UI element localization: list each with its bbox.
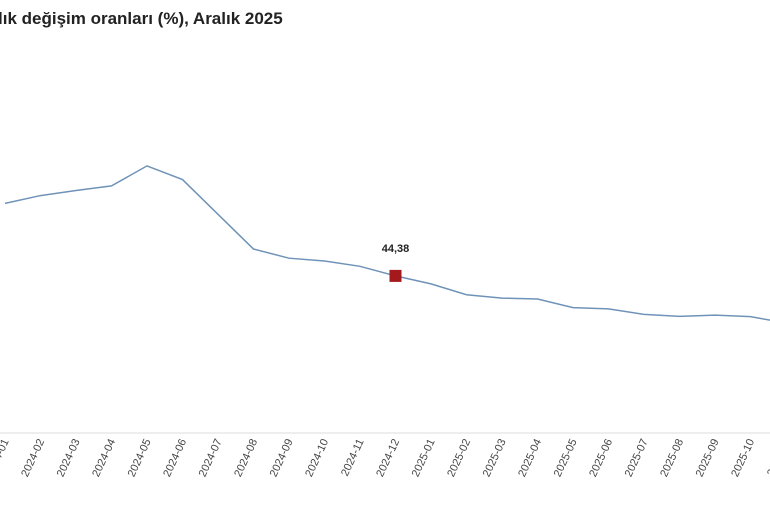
x-tick-label: 2024-10 — [303, 437, 331, 479]
x-tick-label: 2025-02 — [445, 437, 473, 479]
x-tick-label: 2025-01 — [410, 437, 438, 479]
x-tick-label: 2024-12 — [374, 437, 402, 479]
x-tick-label: 2024-02 — [19, 437, 47, 479]
plot-area: 2024-01 2024-02 2024-03 2024-04 2024-05 2024-… — [0, 165, 770, 479]
x-tick-label: 2025-04 — [516, 437, 544, 479]
x-tick-label: 2025-03 — [481, 437, 509, 479]
chart-title: lık değişim oranları (%), Aralık 2025 — [0, 9, 283, 28]
x-tick-label: 2024-07 — [197, 437, 225, 479]
x-tick-label: 2025-08 — [658, 437, 686, 479]
x-tick-label: 2024-08 — [232, 437, 260, 479]
x-tick-label: 2025-06 — [587, 437, 615, 479]
x-tick-label: 2025-05 — [552, 437, 580, 479]
x-tick-label: 2024-03 — [55, 437, 83, 479]
x-tick-label: 2025-11 — [765, 437, 770, 478]
highlight-marker — [389, 269, 402, 282]
x-tick-label: 2024-09 — [268, 437, 296, 479]
x-tick-label: 2024-11 — [339, 437, 367, 478]
value-label: 44,38 — [382, 243, 410, 255]
x-tick-label: 2024-04 — [90, 437, 118, 479]
x-tick-label: 2024-01 — [0, 437, 12, 479]
x-tick-label: 2025-09 — [694, 437, 722, 479]
x-tick-label: 2025-10 — [729, 437, 757, 479]
x-tick-label: 2025-07 — [623, 437, 651, 479]
x-tick-label: 2024-05 — [126, 437, 154, 479]
x-tick-label: 2024-06 — [161, 437, 189, 479]
